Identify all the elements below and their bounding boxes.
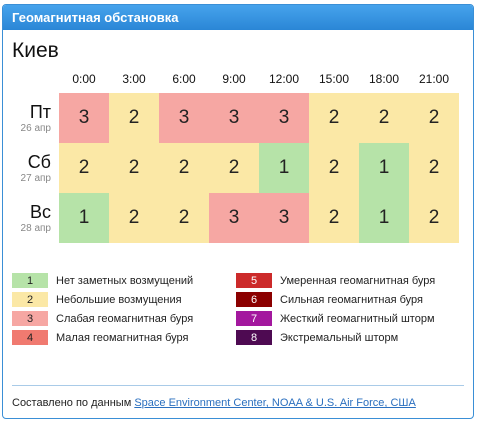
kp-cell: 3 bbox=[209, 193, 259, 243]
legend-swatch: 2 bbox=[12, 292, 48, 307]
kp-cell: 2 bbox=[309, 93, 359, 143]
legend-item: 1 Нет заметных возмущений bbox=[12, 271, 193, 290]
kp-cell: 3 bbox=[159, 93, 209, 143]
day-name: Пт bbox=[29, 102, 51, 122]
legend-swatch: 6 bbox=[236, 292, 272, 307]
hour-label: 18:00 bbox=[368, 72, 400, 86]
legend-swatch: 8 bbox=[236, 330, 272, 345]
day-name: Сб bbox=[27, 152, 51, 172]
kp-cell: 1 bbox=[359, 193, 409, 243]
legend-swatch: 7 bbox=[236, 311, 272, 326]
legend-column-right: 5 Умеренная геомагнитная буря 6 Сильная гео… bbox=[236, 271, 435, 347]
legend-item: 7 Жесткий геомагнитный шторм bbox=[236, 309, 435, 328]
legend-swatch: 3 bbox=[12, 311, 48, 326]
legend-label: Экстремальный шторм bbox=[280, 331, 399, 344]
legend-swatch: 1 bbox=[12, 273, 48, 288]
legend-item: 3 Слабая геомагнитная буря bbox=[12, 309, 193, 328]
kp-cell: 1 bbox=[59, 193, 109, 243]
kp-cell: 2 bbox=[109, 143, 159, 193]
day-date: 26 апр bbox=[20, 123, 51, 134]
kp-cell: 2 bbox=[159, 193, 209, 243]
day-label: Вс 28 апр bbox=[3, 193, 59, 243]
legend-label: Небольшие возмущения bbox=[56, 293, 182, 306]
hour-label: 21:00 bbox=[418, 72, 450, 86]
legend-label: Умеренная геомагнитная буря bbox=[280, 274, 436, 287]
day-labels: Пт 26 апр Сб 27 апр Вс 28 апр bbox=[3, 93, 59, 243]
kp-cell: 3 bbox=[59, 93, 109, 143]
kp-cell: 2 bbox=[109, 93, 159, 143]
kp-cell: 2 bbox=[409, 143, 459, 193]
kp-cell: 2 bbox=[159, 143, 209, 193]
legend-label: Жесткий геомагнитный шторм bbox=[280, 312, 435, 325]
hour-label: 9:00 bbox=[222, 72, 246, 86]
legend-item: 6 Сильная геомагнитная буря bbox=[236, 290, 435, 309]
city-name: Киев bbox=[12, 39, 59, 62]
legend-item: 2 Небольшие возмущения bbox=[12, 290, 193, 309]
legend-label: Малая геомагнитная буря bbox=[56, 331, 189, 344]
legend-label: Слабая геомагнитная буря bbox=[56, 312, 194, 325]
legend-item: 4 Малая геомагнитная буря bbox=[12, 328, 193, 347]
day-label: Сб 27 апр bbox=[3, 143, 59, 193]
legend-swatch: 4 bbox=[12, 330, 48, 345]
widget-header: Геомагнитная обстановка bbox=[3, 5, 473, 30]
divider bbox=[12, 385, 464, 386]
day-date: 27 апр bbox=[20, 173, 51, 184]
hour-label: 3:00 bbox=[122, 72, 146, 86]
kp-cell: 2 bbox=[409, 93, 459, 143]
footer-prefix: Составлено по данным bbox=[12, 397, 132, 409]
kp-cell: 1 bbox=[359, 143, 409, 193]
kp-cell: 2 bbox=[209, 143, 259, 193]
kp-cell: 3 bbox=[259, 93, 309, 143]
hour-label: 6:00 bbox=[172, 72, 196, 86]
legend-label: Нет заметных возмущений bbox=[56, 274, 194, 287]
kp-cell: 3 bbox=[209, 93, 259, 143]
legend-label: Сильная геомагнитная буря bbox=[280, 293, 423, 306]
kp-cell: 3 bbox=[259, 193, 309, 243]
legend-column-left: 1 Нет заметных возмущений 2 Небольшие возму… bbox=[12, 271, 193, 347]
day-name: Вс bbox=[29, 202, 51, 222]
hour-label: 15:00 bbox=[318, 72, 350, 86]
geomagnetic-widget: Геомагнитная обстановка Киев 0:00 3:00 6:0… bbox=[2, 4, 474, 419]
day-label: Пт 26 апр bbox=[3, 93, 59, 143]
hours-row: 0:00 3:00 6:00 9:00 12:00 15:00 18:00 21:00 bbox=[59, 72, 459, 88]
legend-item: 8 Экстремальный шторм bbox=[236, 328, 435, 347]
legend-swatch: 5 bbox=[236, 273, 272, 288]
kp-cell: 2 bbox=[309, 193, 359, 243]
kp-cell: 2 bbox=[409, 193, 459, 243]
legend-item: 5 Умеренная геомагнитная буря bbox=[236, 271, 435, 290]
hour-label: 12:00 bbox=[268, 72, 300, 86]
day-date: 28 апр bbox=[20, 223, 51, 234]
kp-cell: 1 bbox=[259, 143, 309, 193]
hour-label: 0:00 bbox=[72, 72, 96, 86]
kp-cell: 2 bbox=[359, 93, 409, 143]
kp-cell: 2 bbox=[309, 143, 359, 193]
footer: Составлено по данным Space Environment C… bbox=[12, 397, 416, 409]
kp-cell: 2 bbox=[59, 143, 109, 193]
kp-cell: 2 bbox=[109, 193, 159, 243]
source-link[interactable]: Space Environment Center, NOAA & U.S. Ai… bbox=[134, 397, 416, 409]
